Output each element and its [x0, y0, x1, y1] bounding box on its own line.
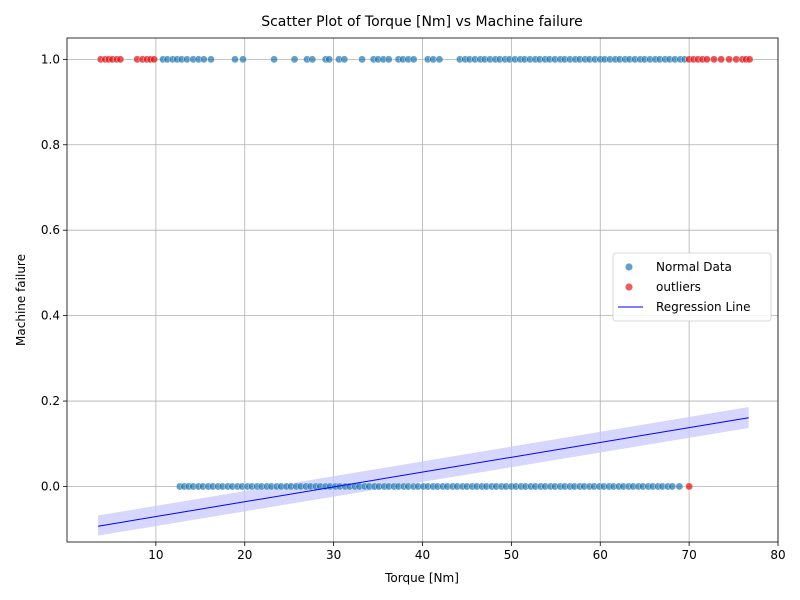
legend-marker	[625, 263, 633, 271]
x-tick-label: 50	[504, 548, 519, 562]
points-group	[96, 55, 754, 491]
regression-confidence-band	[98, 407, 749, 536]
chart-title: Scatter Plot of Torque [Nm] vs Machine f…	[261, 14, 583, 30]
normal-data-point	[207, 55, 215, 64]
normal-data-point	[340, 55, 349, 64]
legend-box	[612, 252, 772, 322]
x-axis-ticks: 10 20 30 40 50 60 70 80	[148, 542, 786, 562]
normal-data-point	[270, 55, 278, 64]
x-tick-label: 20	[237, 548, 252, 562]
normal-data-point	[668, 482, 677, 491]
normal-data-point	[231, 55, 239, 64]
y-tick-label: 0.2	[41, 394, 60, 408]
y-axis-ticks: 0.0 0.2 0.4 0.6 0.8 1.0	[41, 52, 67, 493]
y-tick-label: 0.6	[41, 223, 60, 237]
outlier-point	[710, 55, 718, 64]
outlier-point	[703, 55, 711, 64]
outlier-point	[725, 55, 733, 64]
normal-data-point	[435, 55, 444, 64]
normal-data-point	[358, 55, 366, 64]
confidence-band-group	[98, 407, 749, 536]
x-tick-label: 70	[681, 548, 696, 562]
normal-data-point	[675, 482, 684, 491]
x-tick-label: 30	[326, 548, 341, 562]
normal-data-point	[239, 55, 247, 64]
y-tick-label: 0.8	[41, 138, 60, 152]
legend: Normal Data outliers Regression Line	[612, 252, 772, 322]
normal-data-point	[384, 55, 393, 64]
y-tick-label: 0.4	[41, 309, 60, 323]
regression-line-group	[98, 417, 749, 527]
legend-label: Regression Line	[656, 300, 750, 314]
x-tick-label: 60	[593, 548, 608, 562]
y-tick-label: 0.0	[41, 479, 60, 493]
outlier-point	[116, 55, 125, 64]
normal-data-point	[290, 55, 299, 64]
regression-line	[98, 417, 749, 527]
x-tick-label: 40	[415, 548, 430, 562]
legend-marker	[625, 283, 633, 291]
x-tick-label: 80	[770, 548, 785, 562]
legend-label: Normal Data	[656, 260, 732, 274]
outlier-point	[150, 55, 158, 64]
x-tick-label: 10	[148, 548, 163, 562]
x-axis-label: Torque [Nm]	[384, 571, 459, 585]
y-axis-label: Machine failure	[14, 254, 28, 346]
legend-label: outliers	[656, 280, 701, 294]
outlier-point	[745, 55, 754, 64]
normal-data-point	[325, 55, 333, 64]
outlier-point	[685, 482, 693, 491]
normal-data-point	[200, 55, 208, 64]
normal-data-point	[308, 55, 317, 64]
y-tick-label: 1.0	[41, 52, 60, 66]
outlier-point	[717, 55, 725, 64]
normal-data-point	[409, 55, 418, 64]
